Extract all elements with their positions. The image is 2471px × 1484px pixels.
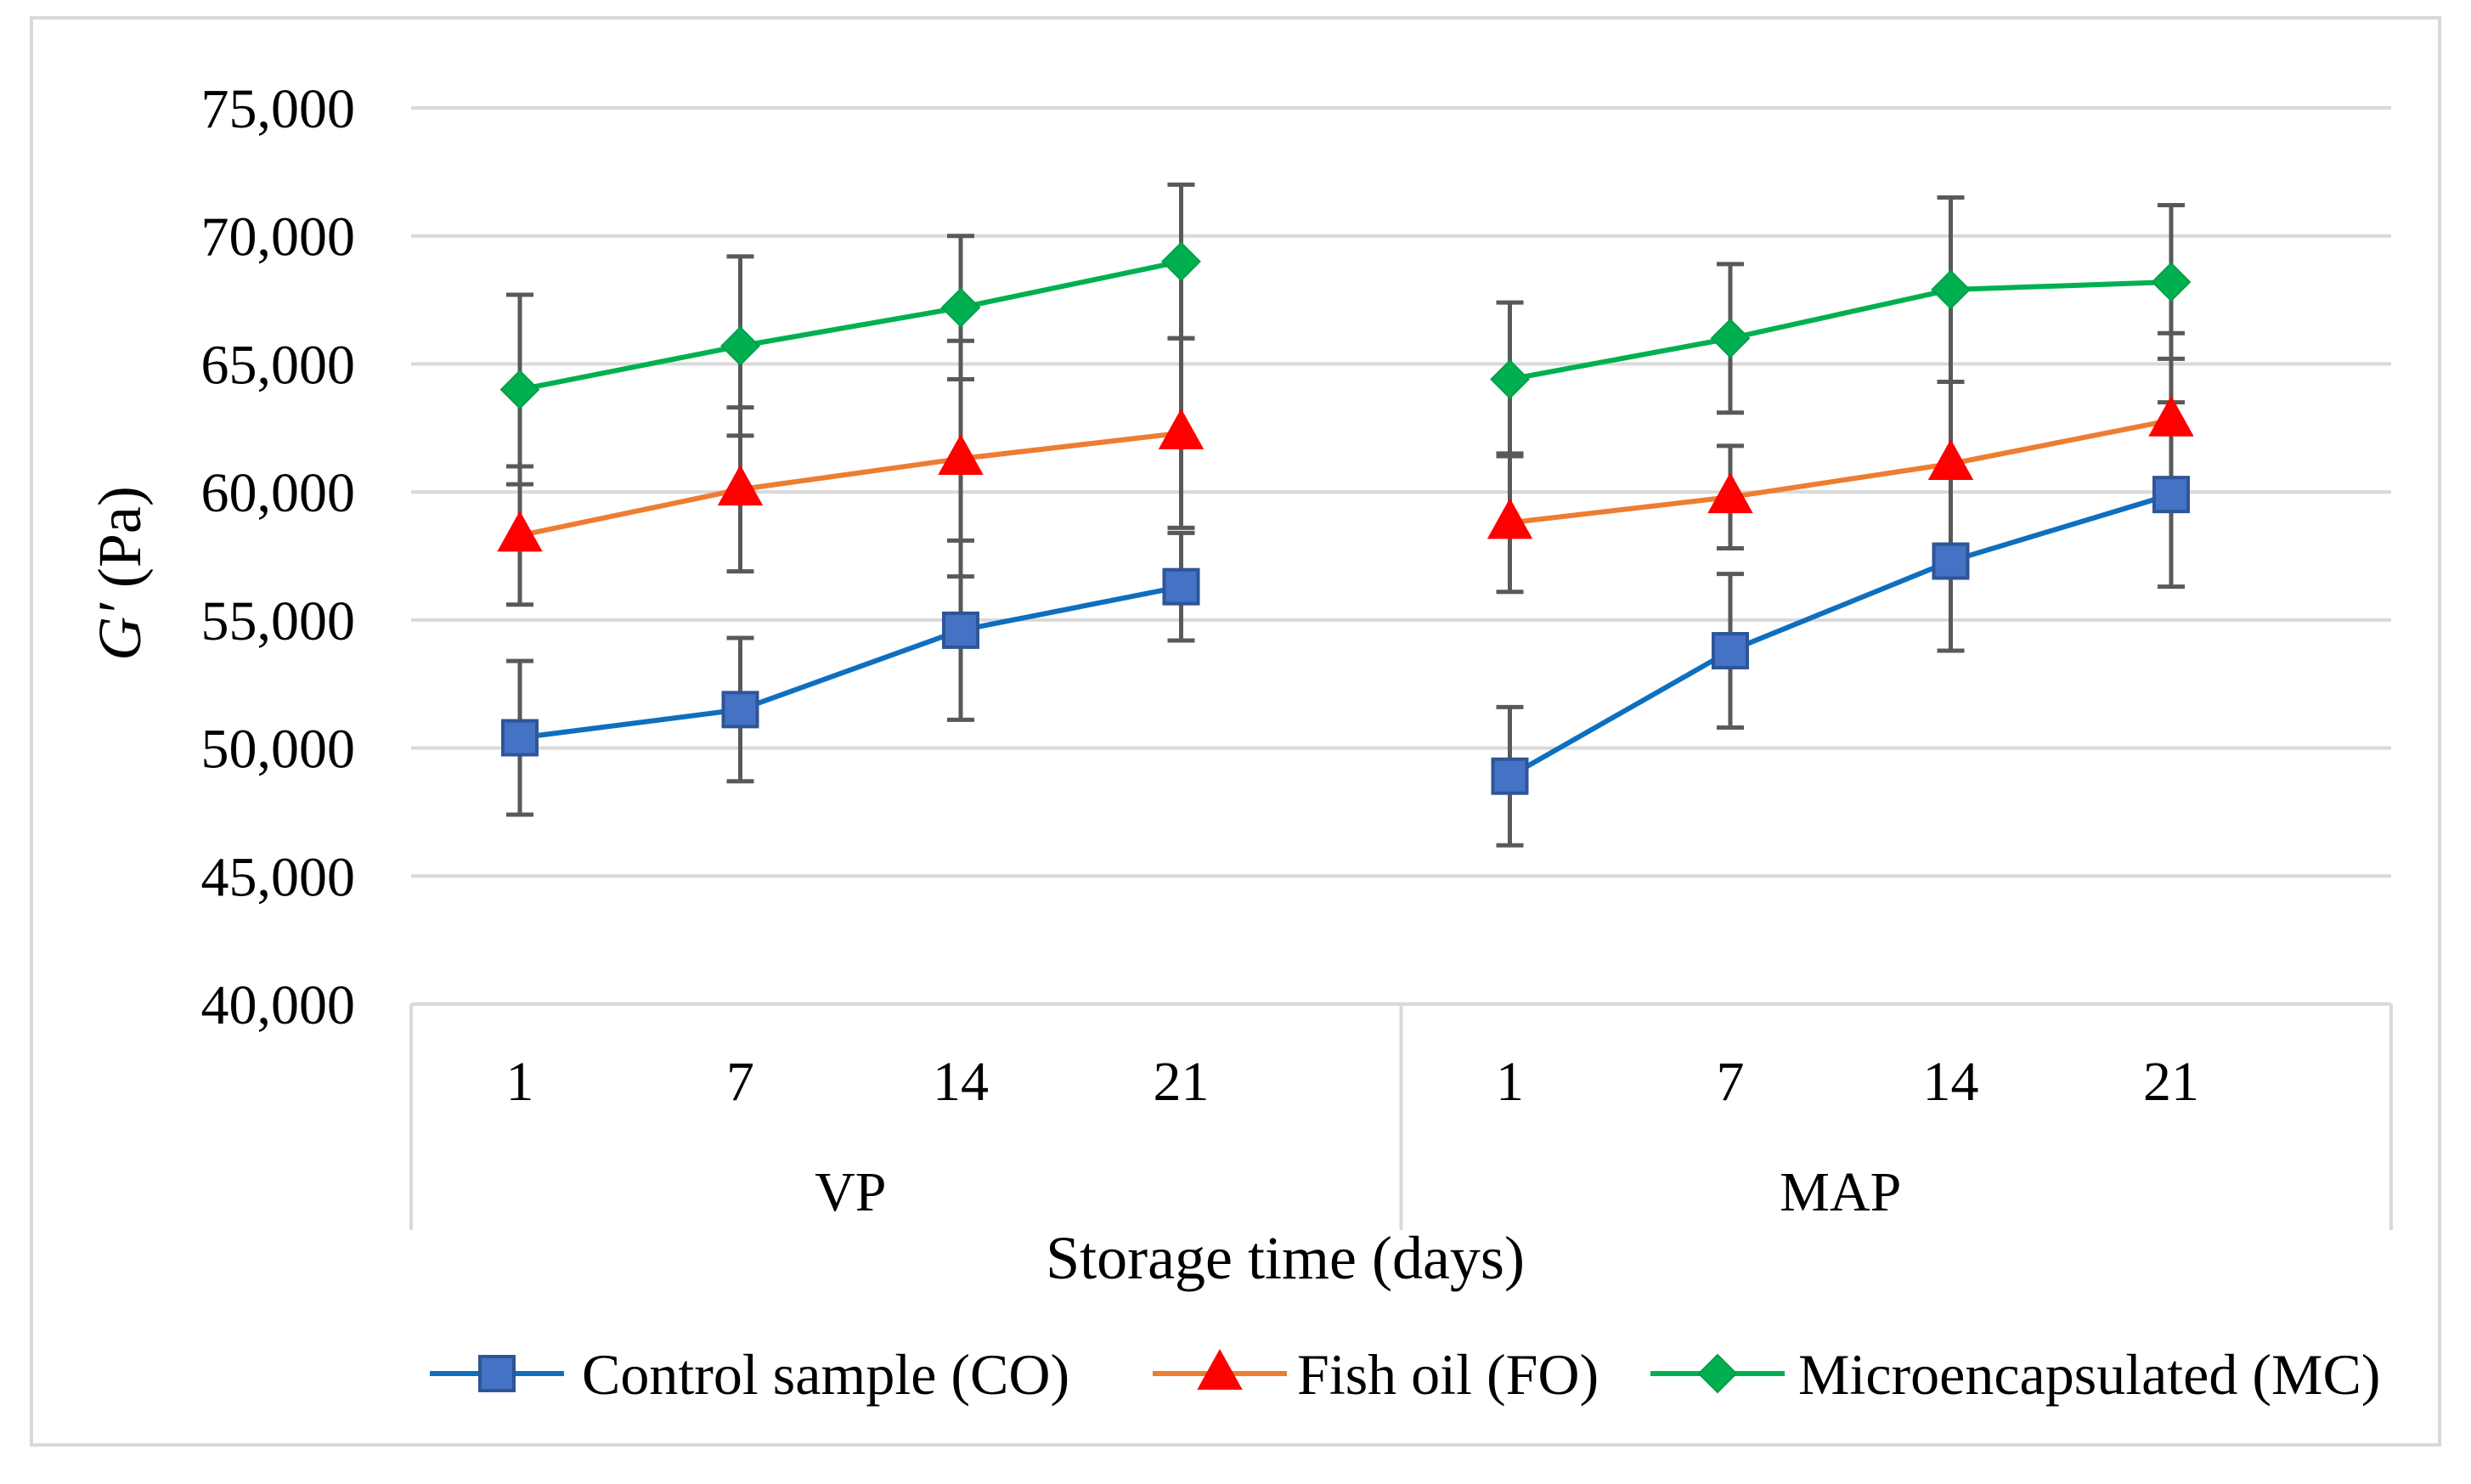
x-axis-category-labels: 1 7 14 21 VP 1 7 14 21 MAP <box>506 1051 2200 1223</box>
y-axis-title: G′ (Pa) <box>86 486 154 661</box>
data-point-diamond <box>940 287 981 328</box>
y-tick-label: 70,000 <box>201 206 356 268</box>
group-label: VP <box>815 1161 886 1223</box>
y-axis-tick-labels: 40,000 45,000 50,000 55,000 60,000 65,000 70,0… <box>201 78 356 1036</box>
data-point-square <box>1162 567 1200 606</box>
series-line <box>519 584 1182 741</box>
series-line <box>1509 417 2172 526</box>
error-bars <box>506 182 2185 848</box>
data-point-diamond <box>2151 262 2192 302</box>
data-point-diamond <box>1931 269 1971 310</box>
data-point-diamond <box>720 325 760 366</box>
data-point-diamond <box>1697 1353 1738 1394</box>
series-line <box>519 430 1182 539</box>
y-tick-label: 60,000 <box>201 462 356 524</box>
x-tick-label: 1 <box>506 1051 534 1113</box>
data-point-square <box>2152 476 2190 514</box>
data-point-triangle <box>1197 1348 1243 1390</box>
legend: Control sample (CO) Fish oil (FO) Microenc… <box>430 1342 2380 1407</box>
series-lines <box>519 258 2172 779</box>
x-tick-label: 1 <box>1496 1051 1524 1113</box>
data-point-triangle <box>1487 498 1533 539</box>
data-point-square <box>478 1355 516 1392</box>
data-point-square <box>1932 542 1970 580</box>
data-point-square <box>942 611 979 649</box>
data-point-triangle <box>497 511 543 552</box>
series-line <box>1509 279 2172 382</box>
y-axis-title-unit: (Pa) <box>86 486 154 603</box>
category-axis <box>409 1004 2393 1230</box>
series-markers <box>497 241 2194 795</box>
series-line <box>1509 492 2172 779</box>
data-point-triangle <box>717 465 764 506</box>
legend-label: Fish oil (FO) <box>1297 1342 1599 1407</box>
data-point-triangle <box>938 433 984 475</box>
y-tick-label: 45,000 <box>201 846 356 908</box>
y-tick-label: 75,000 <box>201 78 356 140</box>
y-tick-label: 55,000 <box>201 590 356 652</box>
data-point-triangle <box>1707 472 1753 514</box>
x-tick-label: 14 <box>1923 1051 1979 1113</box>
legend-label: Microencapsulated (MC) <box>1798 1342 2380 1407</box>
data-point-square <box>1491 757 1529 795</box>
x-tick-label: 7 <box>726 1051 754 1113</box>
x-axis-title: Storage time (days) <box>1046 1224 1525 1292</box>
data-point-diamond <box>1161 241 1201 282</box>
data-point-square <box>1712 632 1749 670</box>
y-tick-label: 65,000 <box>201 334 356 396</box>
y-axis-title-italic: G′ <box>86 602 154 661</box>
y-tick-label: 40,000 <box>201 974 356 1036</box>
x-tick-label: 14 <box>933 1051 989 1113</box>
data-point-diamond <box>1490 359 1530 399</box>
x-tick-label: 21 <box>1154 1051 1210 1113</box>
data-point-triangle <box>2148 395 2194 437</box>
group-label: MAP <box>1780 1161 1901 1223</box>
data-point-diamond <box>1710 318 1751 358</box>
data-point-triangle <box>1158 408 1204 449</box>
legend-label: Control sample (CO) <box>582 1342 1069 1407</box>
data-point-square <box>501 719 539 757</box>
series-line <box>519 258 1182 392</box>
x-tick-label: 21 <box>2143 1051 2199 1113</box>
data-point-diamond <box>499 370 540 409</box>
x-tick-label: 7 <box>1717 1051 1745 1113</box>
y-tick-label: 50,000 <box>201 719 356 781</box>
data-point-square <box>721 691 759 729</box>
data-point-triangle <box>1927 438 1974 480</box>
chart-border <box>30 16 2441 1447</box>
